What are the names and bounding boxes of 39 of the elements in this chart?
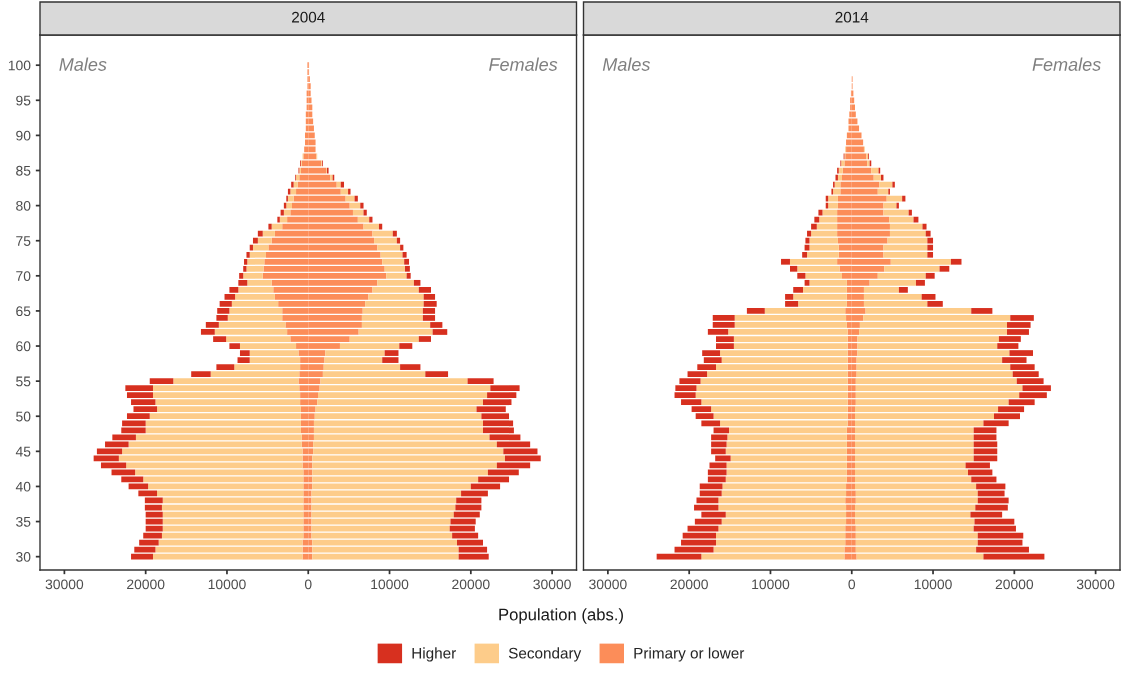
y-tick-label: 90 <box>16 130 31 141</box>
y-tick-label: 70 <box>16 271 31 281</box>
annotation: Females <box>489 57 558 71</box>
y-tick-label: 85 <box>16 165 31 176</box>
y-tick-label: 75 <box>16 236 31 246</box>
y-tick-label: 30 <box>16 551 31 562</box>
annotation: Females <box>1032 57 1101 71</box>
legend-label: Higher <box>412 647 456 662</box>
y-tick-label: 45 <box>15 446 31 457</box>
x-tick-label: 20000 <box>127 579 165 590</box>
y-tick-label: 50 <box>16 411 31 422</box>
y-tick-label: 60 <box>16 341 31 352</box>
y-tick-label: 100 <box>8 60 31 71</box>
y-tick-label: 95 <box>16 95 31 106</box>
x-tick-label: 30000 <box>45 579 84 590</box>
x-tick-label: 10000 <box>208 579 246 590</box>
y-tick-label: 55 <box>16 376 31 387</box>
y-tick-label: 65 <box>16 306 31 317</box>
x-tick-label: 0 <box>304 579 312 590</box>
x-tick-label: 10000 <box>371 579 409 590</box>
x-tick-label: 30000 <box>589 579 627 590</box>
x-tick-label: 0 <box>848 579 856 590</box>
y-tick-label: 35 <box>16 516 31 527</box>
annotation: Males <box>602 57 651 71</box>
x-tick-label: 20000 <box>452 579 490 590</box>
x-tick-label: 10000 <box>752 579 790 590</box>
chart-title: 2014 <box>835 11 869 23</box>
x-tick-label: 10000 <box>914 579 952 590</box>
legend-label: Secondary <box>508 647 582 662</box>
legend-label: Primary or lower <box>634 647 745 662</box>
x-tick-label: 20000 <box>670 579 708 590</box>
annotation: Males <box>59 57 107 71</box>
y-tick-label: 80 <box>16 200 31 211</box>
x-tick-label: 20000 <box>995 579 1034 590</box>
x-axis-title: Population (abs.) <box>499 608 623 624</box>
y-tick-label: 40 <box>15 481 31 492</box>
x-tick-label: 30000 <box>533 579 571 590</box>
chart-title: 2004 <box>292 11 325 23</box>
x-tick-label: 30000 <box>1076 579 1115 590</box>
